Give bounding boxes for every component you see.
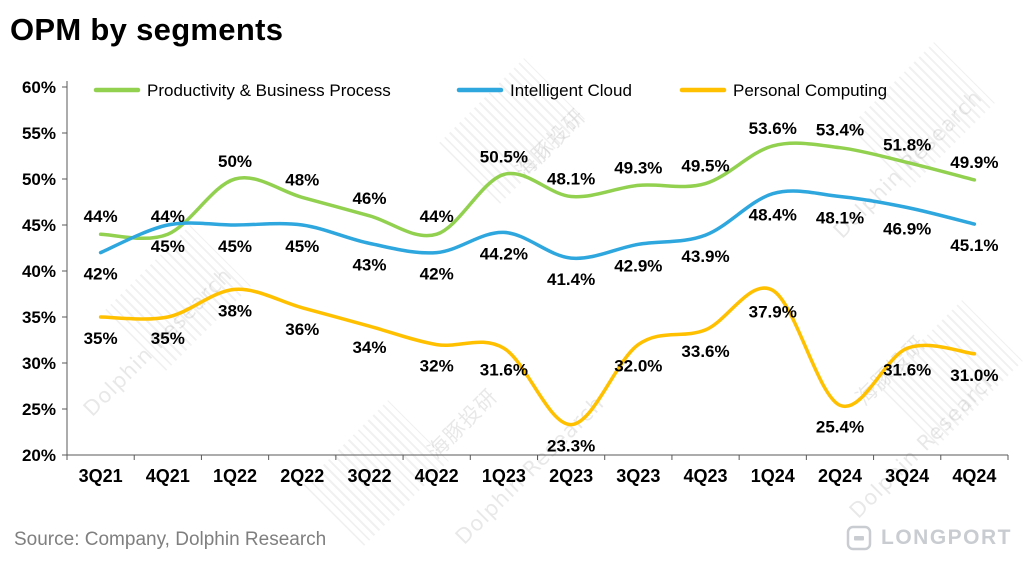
data-label-productivity-business-process: 44% [420,207,454,226]
data-label-intelligent-cloud: 48.1% [816,208,864,227]
data-label-intelligent-cloud: 42% [420,265,454,284]
longport-logo: LONGPORT [846,525,1012,551]
data-label-productivity-business-process: 44% [151,207,185,226]
data-label-intelligent-cloud: 46.9% [883,220,931,239]
y-tick-label: 50% [22,170,56,189]
y-tick-label: 20% [22,446,56,465]
data-label-intelligent-cloud: 45% [151,237,185,256]
data-label-productivity-business-process: 50.5% [480,147,528,166]
data-label-intelligent-cloud: 41.4% [547,270,595,289]
data-label-personal-computing: 32% [420,357,454,376]
data-label-personal-computing: 35% [151,329,185,348]
series-line-personal-computing [98,286,977,427]
data-label-intelligent-cloud: 43.9% [681,247,729,266]
y-tick-label: 35% [22,308,56,327]
y-tick-label: 30% [22,354,56,373]
chart-title: OPM by segments [10,12,284,47]
x-tick-label: 4Q21 [146,466,190,486]
data-label-productivity-business-process: 49.3% [614,158,662,177]
data-label-personal-computing: 33.6% [681,342,729,361]
data-label-personal-computing: 31.6% [480,360,528,379]
data-label-intelligent-cloud: 43% [352,255,386,274]
x-tick-label: 3Q23 [616,466,660,486]
x-tick-label: 1Q23 [482,466,526,486]
longport-logo-icon [846,525,872,551]
data-label-personal-computing: 31.0% [950,366,998,385]
y-tick-label: 60% [22,78,56,97]
x-tick-label: 4Q22 [415,466,459,486]
data-label-intelligent-cloud: 45% [285,237,319,256]
data-label-personal-computing: 38% [218,301,252,320]
x-tick-label: 3Q22 [347,466,391,486]
x-tick-label: 2Q22 [280,466,324,486]
data-label-productivity-business-process: 48% [285,170,319,189]
data-label-personal-computing: 34% [352,338,386,357]
series-line-productivity-business-process [98,141,977,241]
series-line-intelligent-cloud [98,189,977,261]
legend-label-productivity-business-process: Productivity & Business Process [147,81,391,100]
data-label-productivity-business-process: 53.4% [816,121,864,140]
data-label-productivity-business-process: 48.1% [547,169,595,188]
data-label-personal-computing: 31.6% [883,360,931,379]
data-label-intelligent-cloud: 44.2% [480,244,528,263]
longport-logo-text: LONGPORT [881,526,1012,549]
data-label-intelligent-cloud: 48.4% [749,206,797,225]
data-label-intelligent-cloud: 45.1% [950,236,998,255]
data-label-personal-computing: 36% [285,320,319,339]
x-tick-label: 2Q23 [549,466,593,486]
y-tick-label: 45% [22,216,56,235]
y-tick-label: 55% [22,124,56,143]
data-label-productivity-business-process: 44% [84,207,118,226]
y-tick-label: 25% [22,400,56,419]
legend-label-personal-computing: Personal Computing [733,81,887,100]
data-label-productivity-business-process: 50% [218,152,252,171]
data-label-personal-computing: 25.4% [816,417,864,436]
data-label-intelligent-cloud: 45% [218,237,252,256]
x-tick-label: 3Q24 [885,466,929,486]
x-tick-label: 2Q24 [818,466,862,486]
data-label-productivity-business-process: 51.8% [883,135,931,154]
data-label-intelligent-cloud: 42% [84,265,118,284]
legend-label-intelligent-cloud: Intelligent Cloud [510,81,632,100]
x-tick-label: 4Q24 [952,466,996,486]
x-tick-label: 4Q23 [684,466,728,486]
data-label-personal-computing: 37.9% [749,302,797,321]
data-label-personal-computing: 32.0% [614,357,662,376]
data-label-intelligent-cloud: 42.9% [614,256,662,275]
data-label-productivity-business-process: 49.9% [950,153,998,172]
x-tick-label: 1Q24 [751,466,795,486]
source-note: Source: Company, Dolphin Research [14,529,327,550]
data-label-personal-computing: 23.3% [547,437,595,456]
data-label-productivity-business-process: 46% [352,189,386,208]
x-tick-label: 1Q22 [213,466,257,486]
data-label-personal-computing: 35% [84,329,118,348]
data-label-productivity-business-process: 49.5% [681,157,729,176]
data-label-productivity-business-process: 53.6% [749,119,797,138]
x-tick-label: 3Q21 [79,466,123,486]
y-tick-label: 40% [22,262,56,281]
